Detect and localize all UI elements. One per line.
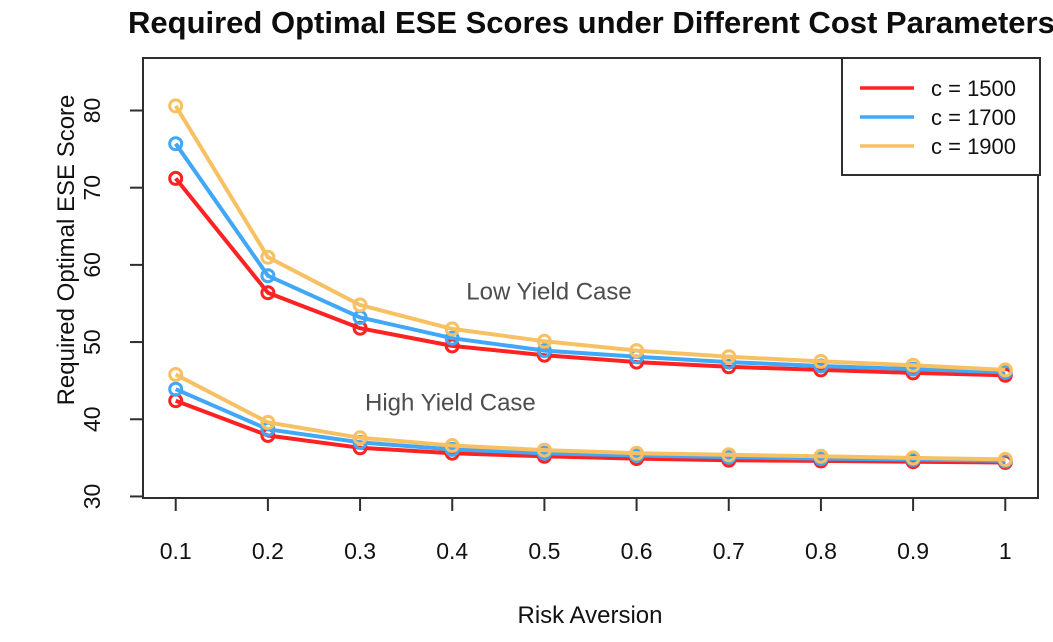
data-point-marker — [444, 438, 460, 453]
data-point-marker — [352, 297, 368, 313]
plot-box — [142, 57, 1039, 499]
legend-label: c = 1700 — [931, 105, 1016, 130]
x-tick-label: 0.2 — [252, 538, 284, 564]
data-point-marker — [260, 414, 276, 430]
x-tick-label: 0.1 — [160, 538, 192, 564]
data-point-marker — [260, 285, 276, 301]
y-tick-label: 60 — [79, 252, 105, 278]
data-point-marker — [997, 451, 1013, 467]
case-annotations: Low Yield Case High Yield Case — [365, 278, 632, 416]
data-point-marker — [536, 333, 552, 349]
data-point-marker — [721, 349, 737, 365]
data-point-marker — [168, 170, 184, 186]
annotation-text: High Yield Case — [365, 390, 536, 417]
x-tick-label: 0.6 — [621, 538, 653, 564]
annotation-text: Low Yield Case — [466, 278, 631, 305]
data-point-marker — [260, 249, 276, 265]
x-tick-label: 0.3 — [344, 538, 376, 564]
data-point-marker — [997, 362, 1013, 378]
x-axis: 0.1 0.2 0.3 0.4 0.5 0.6 0.7 0.8 0.9 1 — [160, 498, 1012, 564]
data-point-marker — [168, 381, 184, 397]
y-axis: 30 40 50 60 70 80 — [79, 98, 143, 510]
legend: c = 1500 c = 1700 c = 1900 — [841, 57, 1041, 176]
series-line — [174, 372, 1006, 462]
y-tick-label: 50 — [79, 329, 105, 355]
data-point-marker — [905, 357, 921, 373]
data-point-marker — [168, 367, 184, 382]
x-tick-label: 0.9 — [897, 538, 929, 564]
data-point-marker — [629, 445, 645, 461]
series-line — [174, 142, 1006, 375]
y-tick-label: 70 — [79, 175, 105, 201]
data-point-marker — [721, 447, 737, 463]
data-point-marker — [260, 268, 276, 284]
data-point-marker — [168, 136, 184, 152]
x-tick-label: 0.8 — [805, 538, 837, 564]
x-axis-label: Risk Aversion — [518, 602, 663, 629]
data-point-marker — [352, 430, 368, 446]
y-tick-label: 30 — [79, 484, 105, 510]
x-tick-label: 0.7 — [713, 538, 745, 564]
data-point-marker — [905, 450, 921, 466]
series-line — [174, 177, 1006, 378]
x-tick-label: 1 — [999, 538, 1012, 564]
data-series — [168, 98, 1013, 470]
data-point-marker — [168, 98, 184, 114]
y-axis-label: Required Optimal ESE Score — [53, 95, 80, 406]
data-point-marker — [813, 353, 829, 369]
data-point-marker — [444, 321, 460, 337]
legend-label: c = 1500 — [931, 76, 1016, 101]
plot-box-border — [142, 57, 1039, 499]
data-point-marker — [536, 343, 552, 359]
x-tick-label: 0.4 — [436, 538, 468, 564]
data-point-marker — [536, 442, 552, 458]
x-tick-label: 0.5 — [528, 538, 560, 564]
chart-title: Required Optimal ESE Scores under Differ… — [128, 5, 1053, 40]
y-tick-label: 40 — [79, 406, 105, 432]
legend-label: c = 1900 — [931, 134, 1016, 159]
data-point-marker — [813, 448, 829, 464]
data-point-marker — [629, 343, 645, 359]
y-tick-label: 80 — [79, 98, 105, 124]
series-line — [173, 104, 1006, 372]
series-line — [174, 398, 1006, 465]
data-point-marker — [444, 330, 460, 346]
